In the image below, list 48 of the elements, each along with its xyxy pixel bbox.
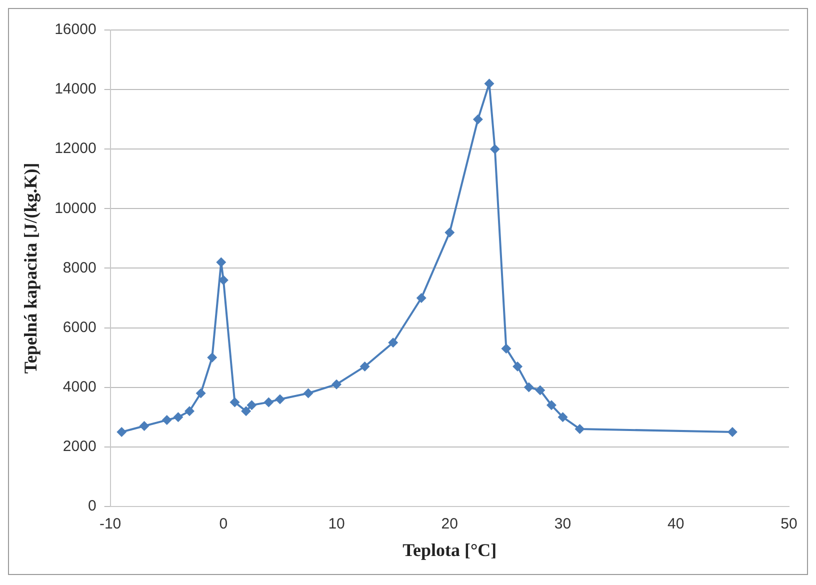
- x-tick-label: 20: [441, 516, 458, 533]
- point: [230, 397, 240, 408]
- point: [116, 426, 127, 437]
- point: [207, 352, 218, 363]
- point: [388, 338, 398, 348]
- y-tick-label: 8000: [62, 259, 96, 276]
- point: [501, 344, 512, 354]
- point: [546, 400, 556, 410]
- point: [416, 292, 426, 303]
- point: [241, 406, 252, 416]
- point: [332, 379, 342, 390]
- y-tick-label: 16000: [54, 21, 96, 38]
- point: [444, 227, 455, 238]
- x-tick-label: 50: [780, 516, 798, 533]
- x-tick-label: 10: [328, 516, 345, 533]
- point: [184, 406, 194, 416]
- x-tick-label: 30: [554, 516, 572, 533]
- point: [196, 388, 206, 398]
- x-axis-title: Teplota [°C]: [402, 540, 497, 560]
- y-tick-label: 10000: [54, 200, 96, 217]
- y-tick-label: 0: [88, 498, 96, 515]
- point: [558, 412, 568, 422]
- point: [274, 394, 285, 404]
- point: [360, 361, 370, 372]
- x-tick-label: 40: [668, 516, 684, 533]
- point: [246, 400, 257, 410]
- point: [484, 78, 494, 89]
- y-axis-title: Tepelná kapacita [J/(kg.K)]: [20, 162, 40, 374]
- y-tick-label: 4000: [62, 378, 96, 396]
- point: [574, 424, 585, 434]
- x-tick-label: 0: [219, 516, 228, 533]
- point: [173, 412, 184, 422]
- x-tick-label: -10: [99, 516, 122, 533]
- point: [139, 421, 150, 432]
- y-tick-label: 6000: [62, 318, 96, 336]
- point: [535, 385, 546, 396]
- point: [162, 415, 172, 426]
- y-tick-label: 12000: [54, 140, 96, 158]
- point: [524, 382, 534, 392]
- point: [490, 144, 500, 154]
- point: [303, 388, 314, 398]
- point: [512, 361, 523, 372]
- y-tick-label: 2000: [62, 438, 96, 455]
- point: [216, 257, 226, 268]
- y-tick-label: 14000: [54, 80, 96, 98]
- point: [264, 397, 274, 408]
- point: [472, 114, 483, 124]
- point: [727, 426, 738, 437]
